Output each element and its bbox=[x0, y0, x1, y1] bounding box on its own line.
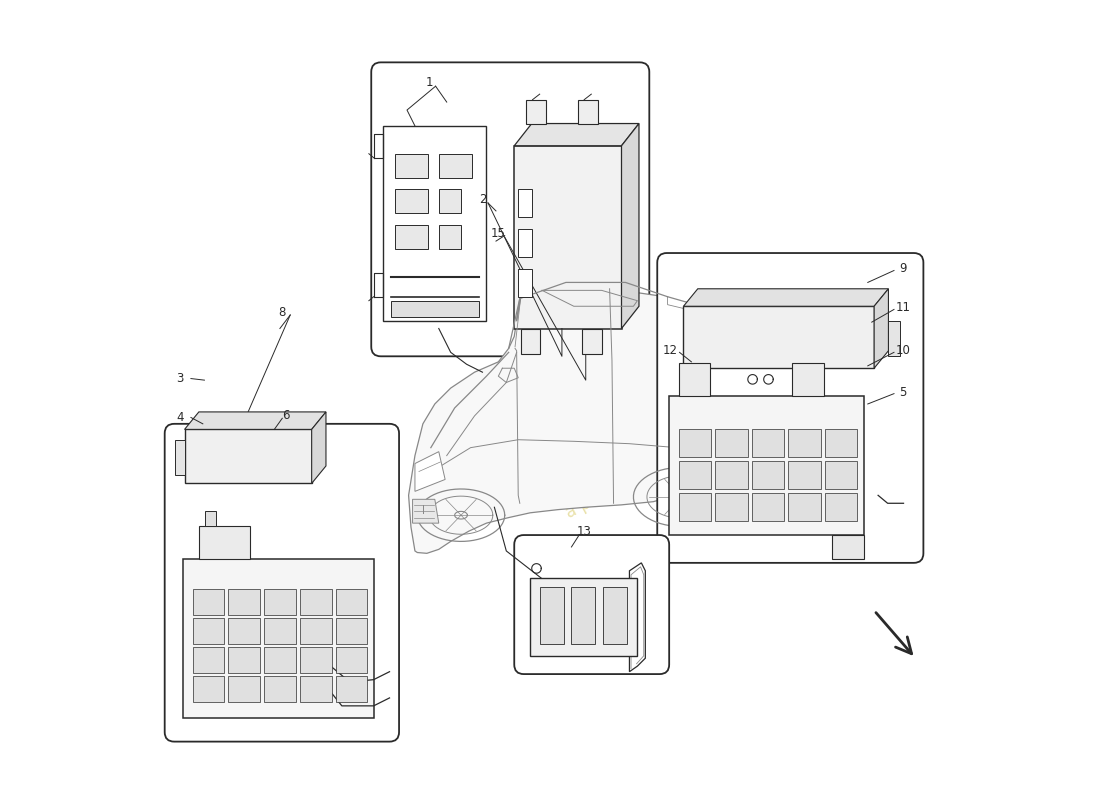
Polygon shape bbox=[751, 493, 784, 521]
Polygon shape bbox=[192, 676, 224, 702]
FancyBboxPatch shape bbox=[658, 253, 923, 563]
Polygon shape bbox=[669, 396, 864, 535]
Polygon shape bbox=[751, 461, 784, 489]
Polygon shape bbox=[229, 676, 260, 702]
Polygon shape bbox=[229, 618, 260, 644]
Polygon shape bbox=[408, 290, 749, 554]
Polygon shape bbox=[264, 647, 296, 673]
Text: a passion for parts since 1985: a passion for parts since 1985 bbox=[562, 389, 792, 522]
Polygon shape bbox=[264, 676, 296, 702]
Polygon shape bbox=[603, 587, 627, 644]
Polygon shape bbox=[515, 146, 622, 329]
Text: 4: 4 bbox=[176, 411, 184, 424]
Polygon shape bbox=[439, 226, 461, 249]
Polygon shape bbox=[415, 452, 446, 491]
FancyBboxPatch shape bbox=[165, 424, 399, 742]
Polygon shape bbox=[679, 430, 712, 457]
Text: 3: 3 bbox=[176, 372, 184, 385]
Polygon shape bbox=[383, 126, 486, 321]
Polygon shape bbox=[300, 647, 331, 673]
Polygon shape bbox=[679, 362, 711, 396]
Polygon shape bbox=[518, 190, 531, 218]
Polygon shape bbox=[518, 229, 531, 257]
Text: ultrasares: ultrasares bbox=[564, 244, 901, 461]
Polygon shape bbox=[439, 154, 472, 178]
Polygon shape bbox=[715, 493, 748, 521]
Polygon shape bbox=[792, 362, 824, 396]
Polygon shape bbox=[183, 559, 374, 718]
Polygon shape bbox=[395, 190, 429, 214]
Text: 8: 8 bbox=[278, 306, 285, 319]
Polygon shape bbox=[229, 589, 260, 615]
Polygon shape bbox=[229, 647, 260, 673]
FancyBboxPatch shape bbox=[372, 62, 649, 356]
Text: 15: 15 bbox=[491, 226, 506, 240]
Polygon shape bbox=[572, 587, 595, 644]
Polygon shape bbox=[206, 511, 217, 526]
Polygon shape bbox=[192, 647, 224, 673]
Polygon shape bbox=[715, 430, 748, 457]
Polygon shape bbox=[789, 493, 821, 521]
Polygon shape bbox=[439, 190, 461, 214]
Text: 13: 13 bbox=[576, 525, 592, 538]
Polygon shape bbox=[185, 430, 311, 483]
Polygon shape bbox=[520, 329, 540, 354]
Polygon shape bbox=[530, 578, 637, 656]
Text: 2: 2 bbox=[478, 193, 486, 206]
Polygon shape bbox=[751, 430, 784, 457]
Polygon shape bbox=[789, 430, 821, 457]
Polygon shape bbox=[889, 321, 900, 356]
Polygon shape bbox=[300, 618, 331, 644]
Polygon shape bbox=[629, 563, 646, 672]
Polygon shape bbox=[715, 461, 748, 489]
Polygon shape bbox=[395, 226, 429, 249]
Polygon shape bbox=[582, 329, 602, 354]
Polygon shape bbox=[336, 618, 367, 644]
Polygon shape bbox=[515, 123, 639, 146]
Polygon shape bbox=[412, 499, 439, 523]
Polygon shape bbox=[392, 301, 478, 317]
Polygon shape bbox=[825, 461, 858, 489]
Text: 12: 12 bbox=[662, 344, 678, 358]
Polygon shape bbox=[621, 123, 639, 329]
Text: 9: 9 bbox=[899, 262, 906, 275]
Polygon shape bbox=[264, 618, 296, 644]
Polygon shape bbox=[300, 589, 331, 615]
Polygon shape bbox=[185, 412, 326, 430]
Polygon shape bbox=[683, 289, 889, 306]
Polygon shape bbox=[336, 647, 367, 673]
Polygon shape bbox=[518, 269, 531, 297]
Polygon shape bbox=[300, 676, 331, 702]
Text: 6: 6 bbox=[283, 410, 290, 422]
Polygon shape bbox=[175, 440, 185, 475]
Polygon shape bbox=[199, 526, 251, 559]
Polygon shape bbox=[336, 676, 367, 702]
FancyBboxPatch shape bbox=[515, 535, 669, 674]
Polygon shape bbox=[578, 100, 597, 123]
Polygon shape bbox=[311, 412, 326, 483]
Polygon shape bbox=[825, 493, 858, 521]
Polygon shape bbox=[832, 535, 864, 559]
Polygon shape bbox=[264, 589, 296, 615]
Polygon shape bbox=[789, 461, 821, 489]
Polygon shape bbox=[540, 587, 563, 644]
Polygon shape bbox=[526, 100, 546, 123]
Polygon shape bbox=[679, 493, 712, 521]
Polygon shape bbox=[192, 618, 224, 644]
Polygon shape bbox=[683, 306, 874, 368]
Polygon shape bbox=[395, 154, 429, 178]
Text: 11: 11 bbox=[895, 301, 910, 314]
Text: 5: 5 bbox=[899, 386, 906, 398]
Text: 1: 1 bbox=[426, 76, 433, 89]
Text: 10: 10 bbox=[895, 344, 910, 358]
Polygon shape bbox=[192, 589, 224, 615]
Polygon shape bbox=[825, 430, 858, 457]
Polygon shape bbox=[679, 461, 712, 489]
Polygon shape bbox=[874, 289, 889, 368]
Polygon shape bbox=[336, 589, 367, 615]
